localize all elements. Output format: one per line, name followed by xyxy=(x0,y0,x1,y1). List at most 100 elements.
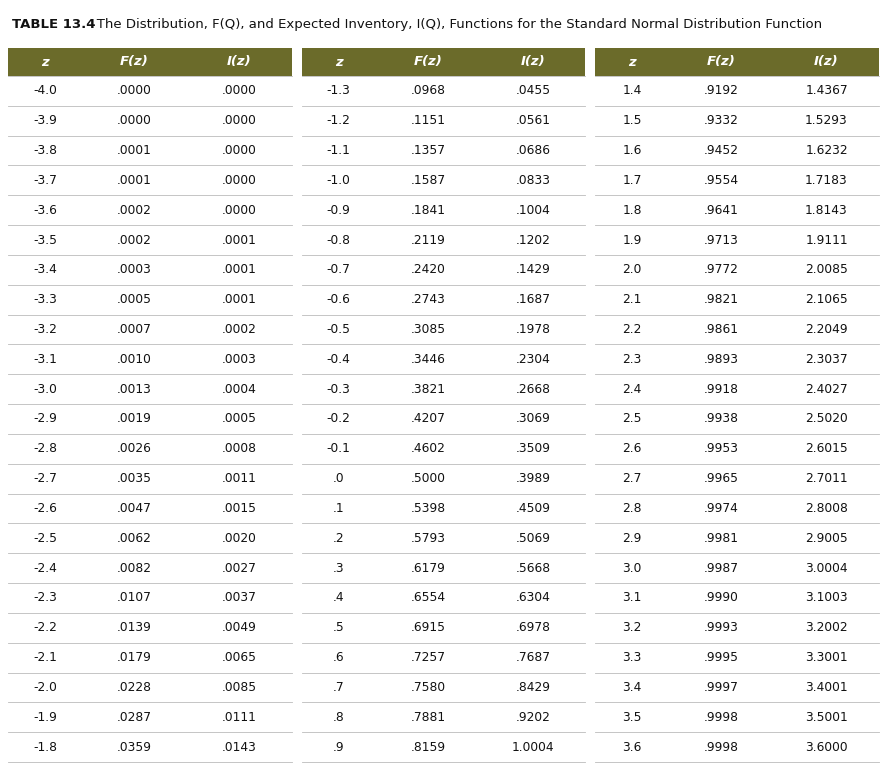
Text: .0001: .0001 xyxy=(117,144,152,157)
Text: 3.5001: 3.5001 xyxy=(804,711,847,724)
Text: .0002: .0002 xyxy=(117,234,152,247)
Text: -3.7: -3.7 xyxy=(33,174,57,187)
Text: 2.1065: 2.1065 xyxy=(804,293,847,306)
Text: -2.5: -2.5 xyxy=(33,532,57,545)
Bar xyxy=(595,225,878,255)
Bar xyxy=(595,136,878,166)
Bar xyxy=(595,554,878,583)
Text: .5000: .5000 xyxy=(410,472,445,485)
Text: 2.4027: 2.4027 xyxy=(804,382,847,396)
Text: .0686: .0686 xyxy=(515,144,549,157)
Text: .0000: .0000 xyxy=(117,114,152,127)
Text: -0.1: -0.1 xyxy=(326,443,350,456)
Text: -0.4: -0.4 xyxy=(326,353,350,366)
Text: .0833: .0833 xyxy=(515,174,549,187)
Text: -3.6: -3.6 xyxy=(33,204,57,217)
Text: .0002: .0002 xyxy=(117,204,152,217)
Text: .6915: .6915 xyxy=(410,621,445,635)
Text: 1.8: 1.8 xyxy=(622,204,641,217)
Text: .5668: .5668 xyxy=(515,561,550,574)
Text: .9965: .9965 xyxy=(703,472,738,485)
Text: .0000: .0000 xyxy=(222,114,256,127)
Text: .9: .9 xyxy=(332,741,344,753)
Text: -0.9: -0.9 xyxy=(326,204,350,217)
Text: .1587: .1587 xyxy=(410,174,445,187)
Text: .0065: .0065 xyxy=(222,651,256,664)
Text: .0143: .0143 xyxy=(222,741,256,753)
Text: .0001: .0001 xyxy=(222,234,256,247)
Bar xyxy=(8,463,291,493)
Text: F(z): F(z) xyxy=(413,56,442,69)
Text: .9918: .9918 xyxy=(703,382,738,396)
Bar xyxy=(8,702,291,732)
Text: .9990: .9990 xyxy=(703,591,738,604)
Text: F(z): F(z) xyxy=(706,56,735,69)
Text: .0001: .0001 xyxy=(222,293,256,306)
Text: 1.7183: 1.7183 xyxy=(804,174,847,187)
Text: .0003: .0003 xyxy=(117,264,152,276)
Text: 1.6: 1.6 xyxy=(622,144,641,157)
Text: F(z): F(z) xyxy=(120,56,149,69)
Bar xyxy=(8,554,291,583)
Text: 1.6232: 1.6232 xyxy=(804,144,847,157)
Bar xyxy=(8,374,291,404)
Text: I(z): I(z) xyxy=(520,56,545,69)
Bar xyxy=(301,136,585,166)
Bar xyxy=(301,106,585,136)
Text: .0085: .0085 xyxy=(222,681,256,694)
Text: -2.7: -2.7 xyxy=(33,472,57,485)
Text: 2.9005: 2.9005 xyxy=(804,532,847,545)
Bar xyxy=(301,225,585,255)
Bar xyxy=(8,643,291,672)
Bar xyxy=(301,524,585,554)
Text: .3509: .3509 xyxy=(515,443,549,456)
Text: .4602: .4602 xyxy=(410,443,445,456)
Text: .9974: .9974 xyxy=(703,502,738,515)
Text: 2.3: 2.3 xyxy=(622,353,641,366)
Text: .0007: .0007 xyxy=(117,323,152,336)
Text: .0001: .0001 xyxy=(117,174,152,187)
Text: -3.9: -3.9 xyxy=(33,114,57,127)
Text: 2.2: 2.2 xyxy=(622,323,641,336)
Bar xyxy=(595,434,878,463)
Text: .9993: .9993 xyxy=(703,621,738,635)
Text: -0.3: -0.3 xyxy=(326,382,350,396)
Bar xyxy=(595,643,878,672)
Text: .0359: .0359 xyxy=(117,741,152,753)
Text: .4: .4 xyxy=(332,591,344,604)
Text: .9997: .9997 xyxy=(703,681,738,694)
Text: .2420: .2420 xyxy=(410,264,445,276)
Bar xyxy=(595,345,878,374)
Text: -0.2: -0.2 xyxy=(326,412,350,426)
Bar xyxy=(301,672,585,702)
Text: 2.0085: 2.0085 xyxy=(804,264,847,276)
Text: .2304: .2304 xyxy=(515,353,549,366)
Text: .0005: .0005 xyxy=(117,293,152,306)
Bar xyxy=(595,404,878,434)
Text: 1.5: 1.5 xyxy=(622,114,641,127)
Text: 3.5: 3.5 xyxy=(622,711,641,724)
Text: .7881: .7881 xyxy=(410,711,445,724)
Text: I(z): I(z) xyxy=(813,56,838,69)
Text: .0000: .0000 xyxy=(222,174,256,187)
Text: -3.3: -3.3 xyxy=(33,293,57,306)
Text: 1.9111: 1.9111 xyxy=(804,234,847,247)
Text: .9998: .9998 xyxy=(703,711,738,724)
Text: -3.1: -3.1 xyxy=(33,353,57,366)
Text: .0111: .0111 xyxy=(222,711,256,724)
Text: 1.5293: 1.5293 xyxy=(804,114,847,127)
Text: .7257: .7257 xyxy=(410,651,445,664)
Text: 2.1: 2.1 xyxy=(622,293,641,306)
Bar xyxy=(301,374,585,404)
Bar xyxy=(8,166,291,195)
Bar xyxy=(8,315,291,345)
Text: .9641: .9641 xyxy=(703,204,738,217)
Text: .0179: .0179 xyxy=(117,651,152,664)
Text: -0.6: -0.6 xyxy=(326,293,350,306)
Bar xyxy=(595,493,878,524)
Text: .0005: .0005 xyxy=(222,412,256,426)
Text: .9893: .9893 xyxy=(703,353,738,366)
Text: -2.1: -2.1 xyxy=(33,651,57,664)
Bar xyxy=(8,404,291,434)
Text: TABLE 13.4: TABLE 13.4 xyxy=(12,18,96,31)
